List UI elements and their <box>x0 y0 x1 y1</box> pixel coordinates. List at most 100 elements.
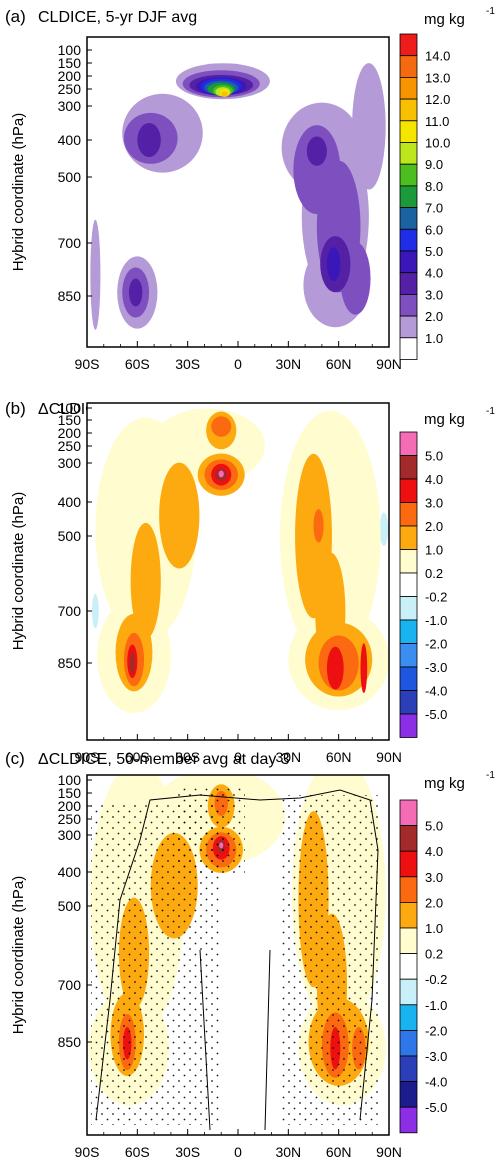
panel-c-title: ΔCLDICE, 50-member avg at day 3 <box>38 751 290 768</box>
contour-blob <box>360 643 368 694</box>
x-tick-label: 90N <box>376 1144 402 1160</box>
colorbar-cell <box>399 98 418 122</box>
panel-a-title: CLDICE, 5-yr DJF avg <box>38 9 197 26</box>
colorbar-label: 2.0 <box>425 309 443 324</box>
y-tick-label: 500 <box>58 898 82 914</box>
x-tick-label: 90S <box>75 1144 100 1160</box>
contour-blob <box>326 247 341 282</box>
x-tick-label: 60S <box>125 356 150 372</box>
y-tick-label: 700 <box>58 977 82 993</box>
colorbar-label: -0.2 <box>425 972 447 987</box>
x-tick-label: 90N <box>376 749 402 765</box>
colorbar-cell <box>399 228 418 252</box>
y-tick-label: 400 <box>58 132 82 148</box>
x-tick-label: 30N <box>275 1144 301 1160</box>
y-tick-label: 100 <box>58 772 82 788</box>
y-tick-label: 500 <box>58 169 82 185</box>
panel-c-colorbar: 5.0 4.0 3.0 2.0 1.0 0.2 -0.2 -1.0 -2.0 -3.0 -4.0 -5… <box>399 799 447 1134</box>
y-tick-label: 150 <box>58 412 82 428</box>
colorbar-cell <box>399 1004 418 1031</box>
panel-c-field <box>87 775 389 1135</box>
y-tick-label: 500 <box>58 528 82 544</box>
colorbar-label: 1.0 <box>425 543 443 558</box>
panel-a-ylabel: Hybrid coordinate (hPa) <box>10 113 27 271</box>
panel-a-x-ticks: 90S 60S 30S 0 30N 60N 90N <box>75 341 402 372</box>
y-tick-label: 700 <box>58 235 82 251</box>
y-tick-label: 150 <box>58 55 82 71</box>
colorbar-cell <box>399 55 418 78</box>
panel-b-label: (b) <box>5 399 26 418</box>
colorbar-label: 5.0 <box>425 244 443 259</box>
x-tick-label: 30N <box>275 749 301 765</box>
contour-blob <box>137 122 161 158</box>
x-tick-label: 90S <box>75 356 100 372</box>
panel-a: (a) CLDICE, 5-yr DJF avg mg kg -1 Hybrid… <box>5 6 495 372</box>
colorbar-label: 2.0 <box>425 519 443 534</box>
colorbar-cell <box>399 455 418 480</box>
y-tick-label: 300 <box>58 455 82 471</box>
contour-blob <box>92 593 99 629</box>
colorbar-cell <box>399 619 418 644</box>
colorbar-cell <box>399 799 418 827</box>
contour-blob <box>326 646 344 690</box>
colorbar-label: 1.0 <box>425 331 443 346</box>
colorbar-cell <box>399 953 418 980</box>
panel-a-units: mg kg <box>424 11 465 28</box>
contour-blob <box>129 652 135 674</box>
panel-b: (b) ΔCLDICE, 5-yr DJF avg mg kg -1 Hybri… <box>5 399 495 765</box>
x-tick-label: 30N <box>275 356 301 372</box>
colorbar-label: 10.0 <box>425 136 450 151</box>
colorbar-label: 14.0 <box>425 49 450 64</box>
x-tick-label: 60N <box>326 356 352 372</box>
colorbar-cell <box>399 902 418 929</box>
colorbar-cell <box>399 207 418 230</box>
colorbar-label: 9.0 <box>425 157 443 172</box>
panel-b-ylabel: Hybrid coordinate (hPa) <box>10 492 27 650</box>
contour-blob <box>128 278 143 307</box>
colorbar-label: -4.0 <box>425 684 447 699</box>
contour-blob <box>218 470 224 478</box>
significance-stipple-right <box>280 795 380 1125</box>
colorbar-cell <box>399 1030 418 1057</box>
colorbar-label: 3.0 <box>425 287 443 302</box>
colorbar-label: -4.0 <box>425 1075 447 1090</box>
colorbar-cell <box>399 142 418 165</box>
y-tick-label: 150 <box>58 785 82 801</box>
y-tick-label: 850 <box>58 655 82 671</box>
panel-b-units-exponent: -1 <box>486 406 495 417</box>
colorbar-cell <box>399 478 418 503</box>
colorbar-label: -3.0 <box>425 660 447 675</box>
contour-blob <box>379 512 389 547</box>
colorbar-label: -1.0 <box>425 998 447 1013</box>
y-tick-label: 850 <box>58 288 82 304</box>
panel-b-colorbar: 5.0 4.0 3.0 2.0 1.0 0.2 -0.2 -1.0 -2.0 -3.0 -4.0 -5… <box>399 431 447 738</box>
y-tick-label: 850 <box>58 1034 82 1050</box>
y-tick-label: 700 <box>58 603 82 619</box>
colorbar-cell <box>399 666 418 691</box>
colorbar-label: 2.0 <box>425 895 443 910</box>
colorbar-cell <box>399 525 418 550</box>
panel-a-colorbar: 14.0 13.0 12.0 11.0 10.0 9.0 8.0 7.0 6.0 5.0 4.0 3.… <box>399 33 450 360</box>
colorbar-cell <box>399 502 418 527</box>
colorbar-label: 0.2 <box>425 947 443 962</box>
colorbar-cell <box>399 713 418 738</box>
x-tick-label: 90S <box>75 749 100 765</box>
contour-blob <box>130 522 161 640</box>
colorbar-cell <box>399 315 418 339</box>
panel-c-units-exponent: -1 <box>486 770 495 781</box>
significance-stipple-top <box>175 785 245 875</box>
colorbar-label: -5.0 <box>425 707 447 722</box>
colorbar-cell <box>399 549 418 574</box>
colorbar-label: 3.0 <box>425 870 443 885</box>
colorbar-cell <box>399 927 418 955</box>
colorbar-label: 0.2 <box>425 566 443 581</box>
colorbar-cell <box>399 120 418 143</box>
x-tick-label: 30S <box>175 1144 200 1160</box>
colorbar-cell <box>399 250 418 274</box>
panel-a-field <box>87 37 389 347</box>
x-tick-label: 0 <box>234 749 242 765</box>
significance-contour <box>95 789 379 1121</box>
y-tick-label: 250 <box>58 438 82 454</box>
